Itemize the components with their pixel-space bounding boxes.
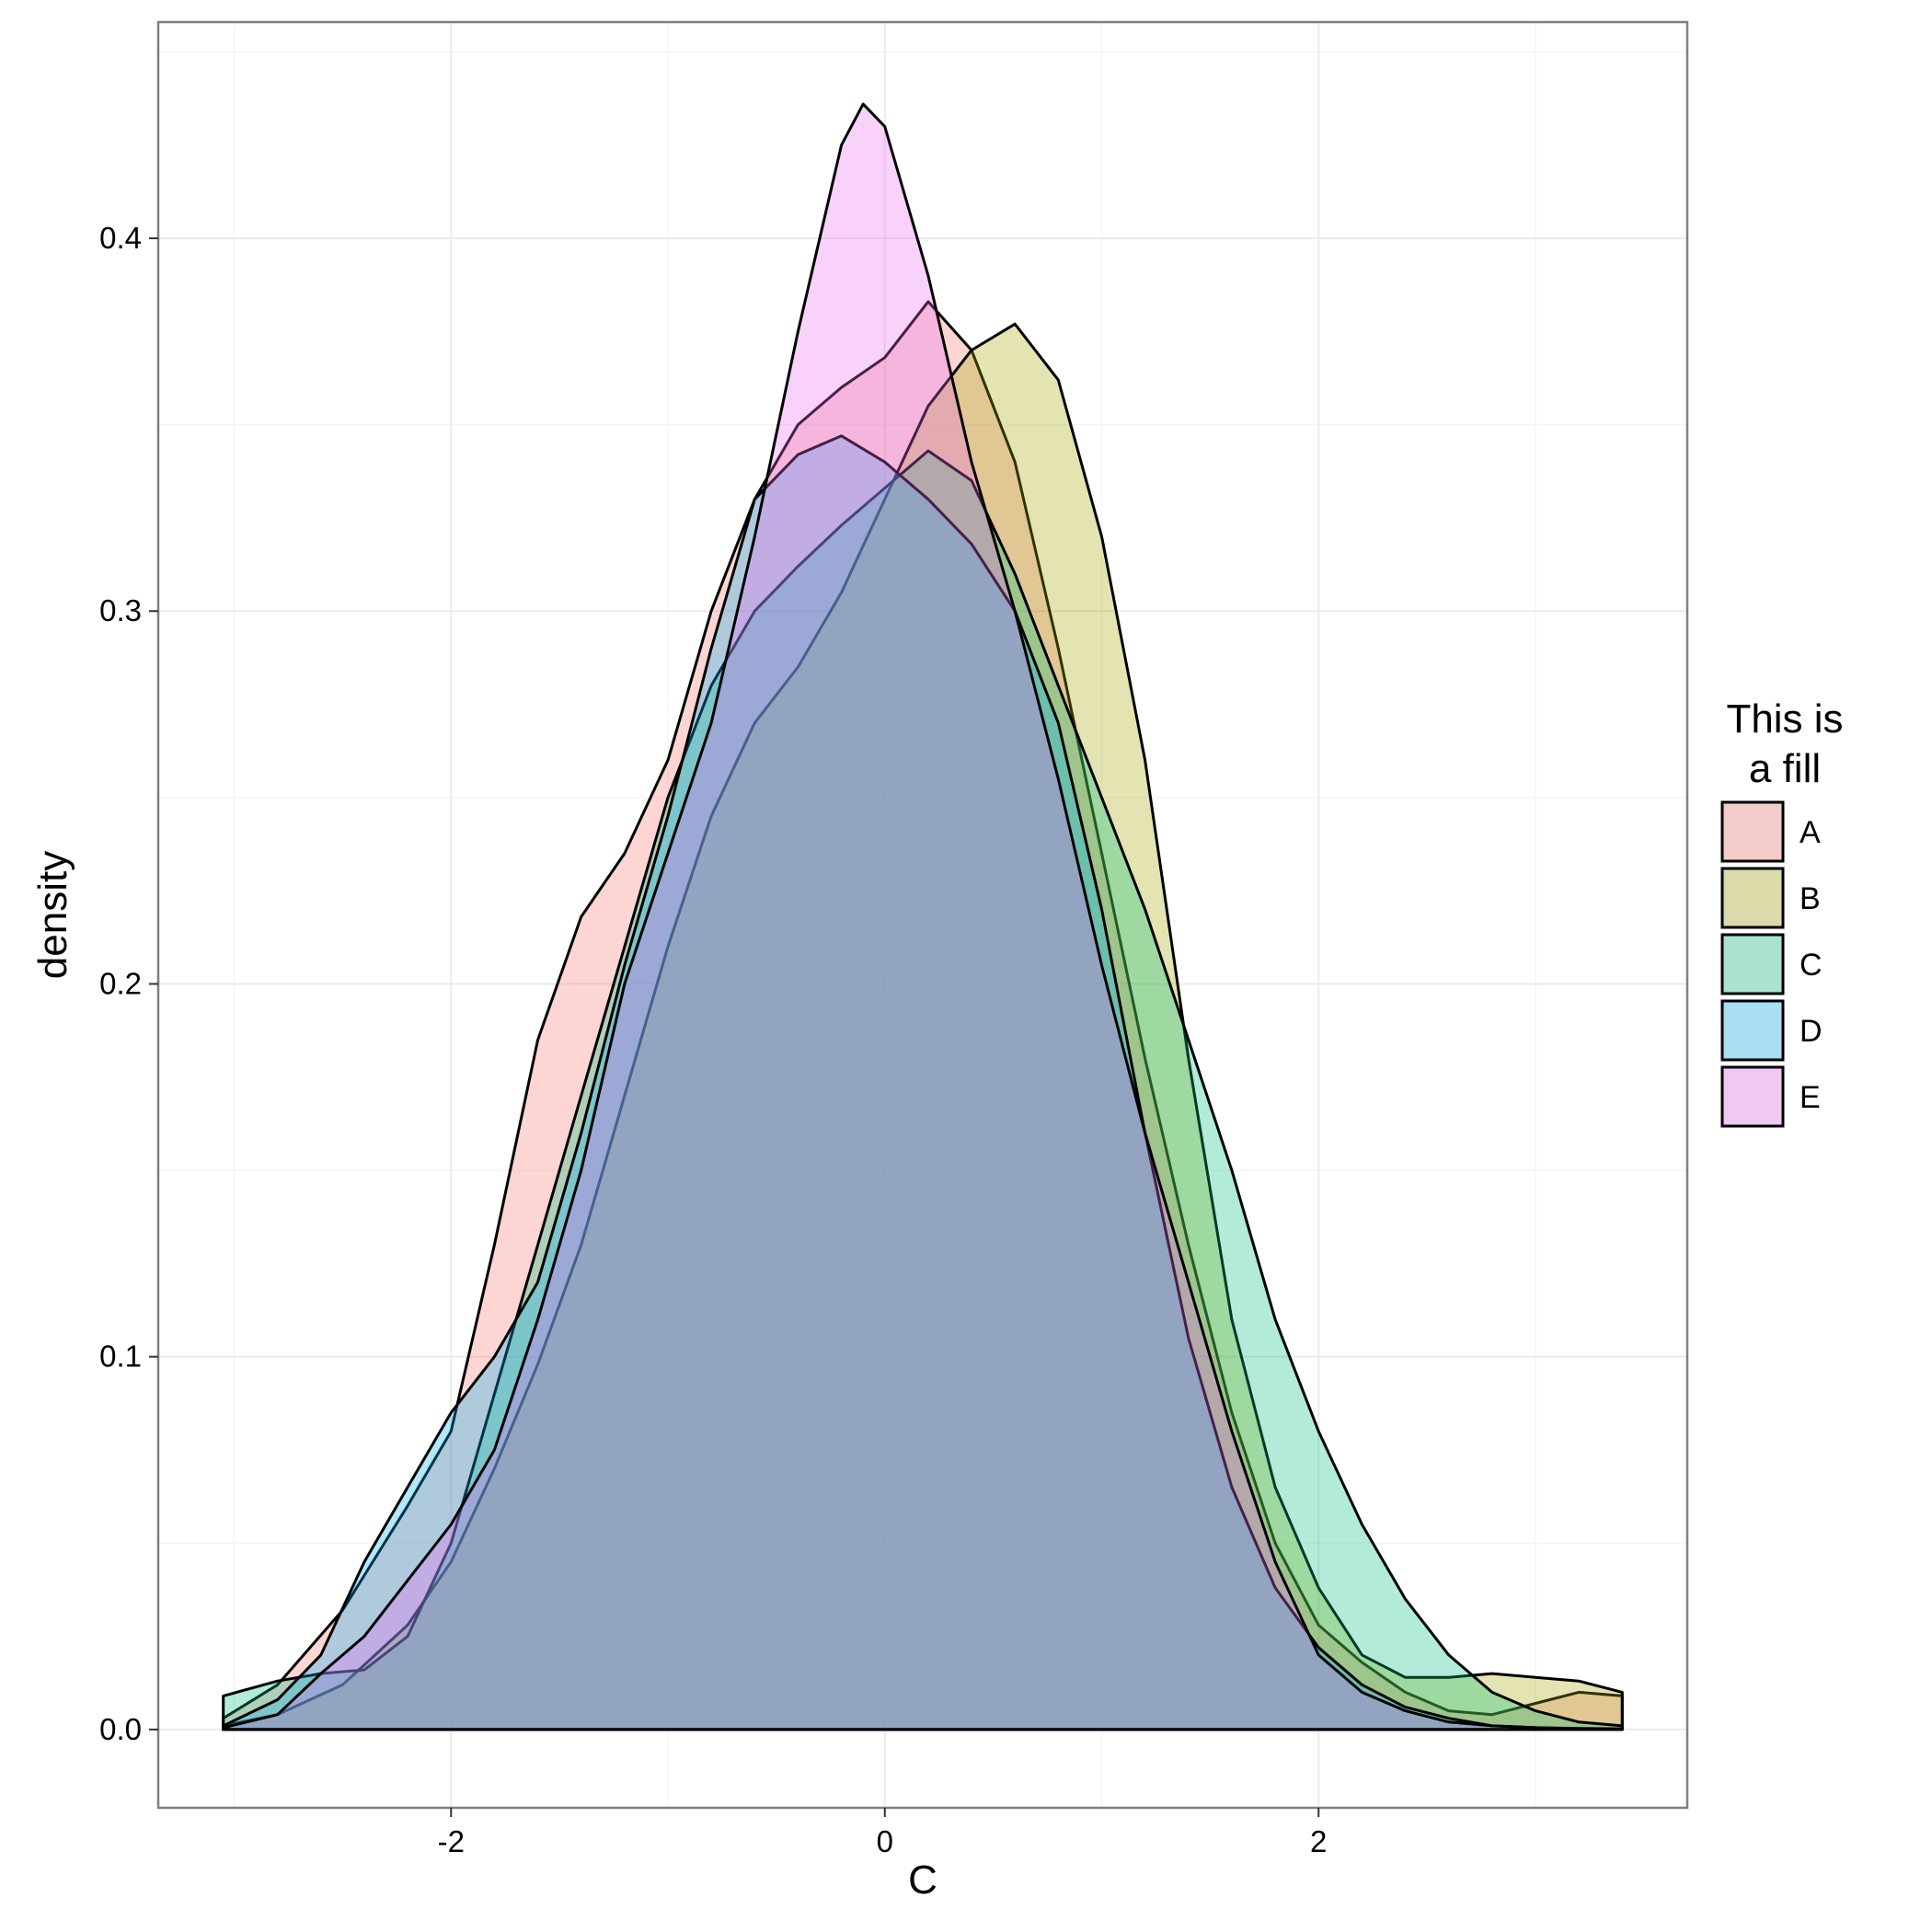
x-tick-label: 2: [1310, 1824, 1327, 1858]
legend-key-a: [1720, 800, 1785, 863]
y-axis-title: density: [30, 851, 75, 979]
density-series-d: [222, 434, 1624, 1731]
density-series-e: [222, 102, 1624, 1731]
legend-label-b: B: [1800, 881, 1821, 916]
legend-key-d: [1720, 999, 1785, 1062]
plot-panel-border: [156, 20, 1689, 1810]
legend-key-e: [1720, 1065, 1785, 1128]
legend-label-d: D: [1800, 1014, 1823, 1049]
legend-label-e: E: [1800, 1080, 1821, 1115]
legend-label-c: C: [1800, 948, 1823, 983]
x-tick-label: 0: [877, 1824, 893, 1858]
y-tick-label: 0.1: [99, 1340, 142, 1374]
legend-label-a: A: [1800, 815, 1821, 850]
x-axis: -2 0 2: [438, 1808, 1327, 1858]
x-axis-title: C: [908, 1857, 937, 1903]
y-tick-label: 0.4: [99, 221, 142, 255]
legend-key-background: [1719, 866, 1786, 930]
legend-key-c: [1720, 933, 1785, 995]
y-axis: 0.0 0.1 0.2 0.3 0.4: [99, 221, 158, 1746]
density-series-b: [222, 322, 1624, 1731]
legend-key-background: [1719, 932, 1786, 996]
y-tick-label: 0.0: [99, 1712, 142, 1746]
legend-key-background: [1719, 998, 1786, 1063]
y-tick-label: 0.2: [99, 966, 142, 1000]
legend-title-line-1: This is: [1726, 696, 1843, 742]
plot-panel: [158, 22, 1687, 1808]
density-series-c: [222, 449, 1624, 1731]
legend-key-background: [1719, 1064, 1786, 1129]
legend-key-background: [1719, 799, 1786, 864]
y-tick-label: 0.3: [99, 593, 142, 627]
legend-title-line-2: a fill: [1749, 746, 1821, 791]
density-series: [222, 102, 1624, 1731]
x-tick-label: -2: [438, 1824, 465, 1858]
legend-key-b: [1720, 867, 1785, 929]
